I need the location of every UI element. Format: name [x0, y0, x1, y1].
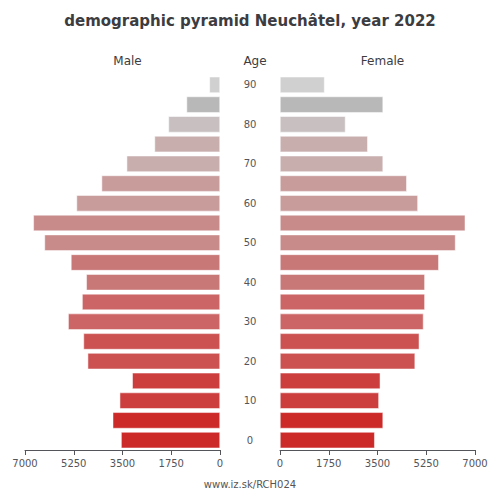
svg-text:20: 20	[244, 356, 257, 367]
svg-text:10: 10	[244, 395, 257, 406]
svg-text:3500: 3500	[365, 458, 390, 469]
svg-text:50: 50	[244, 237, 257, 248]
svg-text:7000: 7000	[462, 458, 487, 469]
svg-text:60: 60	[244, 198, 257, 209]
svg-text:Age: Age	[243, 54, 266, 68]
svg-text:0: 0	[217, 458, 223, 469]
svg-text:30: 30	[244, 316, 257, 327]
svg-text:1750: 1750	[316, 458, 341, 469]
svg-text:0: 0	[247, 435, 253, 446]
svg-text:5250: 5250	[61, 458, 86, 469]
svg-text:70: 70	[244, 158, 257, 169]
svg-text:Male: Male	[113, 54, 141, 68]
svg-text:80: 80	[244, 119, 257, 130]
svg-text:40: 40	[244, 277, 257, 288]
svg-text:0: 0	[277, 458, 283, 469]
svg-text:www.iz.sk/RCH024: www.iz.sk/RCH024	[204, 479, 296, 490]
svg-text:5250: 5250	[414, 458, 439, 469]
svg-text:demographic pyramid Neuchâtel,: demographic pyramid Neuchâtel, year 2022	[64, 12, 435, 30]
svg-text:1750: 1750	[159, 458, 184, 469]
svg-text:90: 90	[244, 79, 257, 90]
svg-text:Female: Female	[361, 54, 404, 68]
svg-text:7000: 7000	[12, 458, 37, 469]
svg-text:3500: 3500	[110, 458, 135, 469]
